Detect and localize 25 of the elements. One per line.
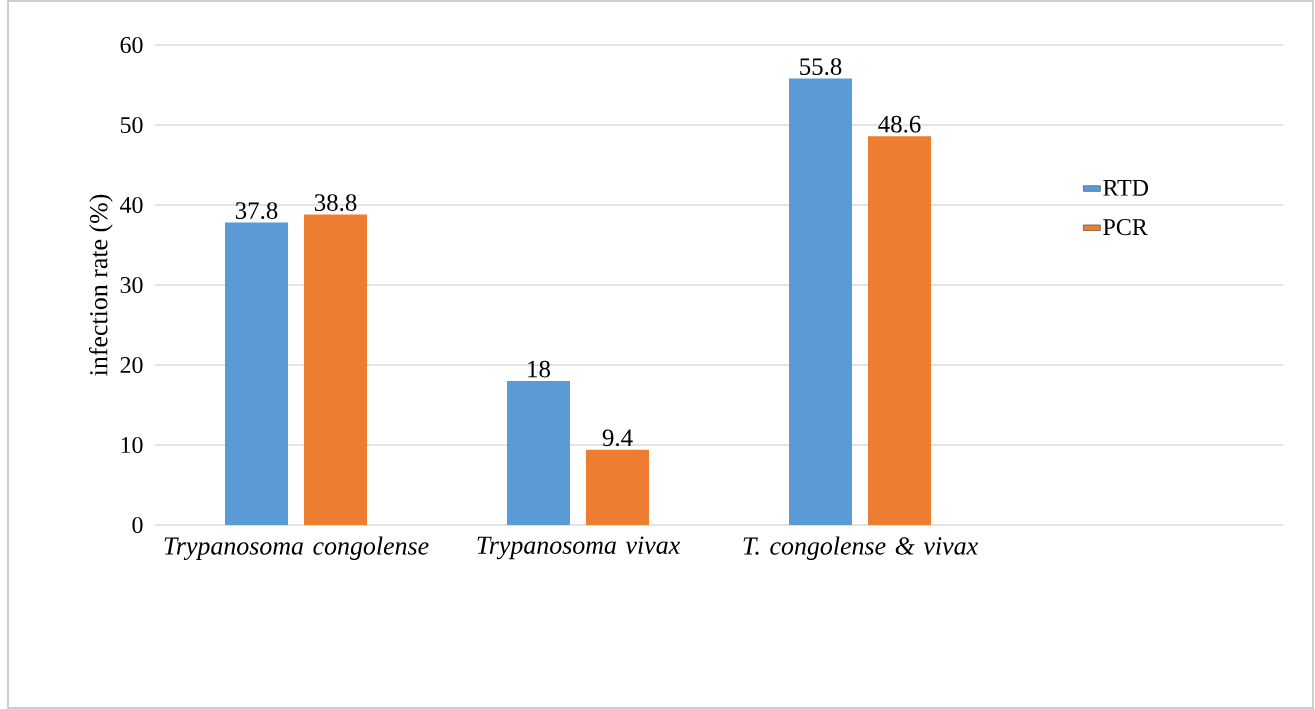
y-tick-label: 40: [120, 196, 143, 214]
bar: [225, 222, 288, 525]
bar: [868, 136, 932, 525]
data-label: 18: [528, 360, 550, 378]
y-axis-title: infection rate (%): [88, 194, 113, 376]
bar: [304, 214, 368, 525]
data-label: 38.8: [314, 194, 357, 212]
y-tick-label: 10: [121, 436, 143, 454]
x-tick-label: Trypanosoma vivax: [477, 536, 680, 560]
x-tick-label: T. congolense & vivax: [743, 536, 978, 560]
legend-label: RTD: [1103, 179, 1148, 196]
y-tick-label: 60: [120, 36, 143, 54]
data-label: 55.8: [800, 58, 842, 76]
bar: [789, 78, 852, 525]
y-tick-label: 50: [120, 116, 143, 134]
bar: [507, 380, 570, 525]
data-label: 37.8: [235, 202, 278, 220]
data-label: 9.4: [602, 429, 633, 447]
x-tick-label: Trypanosoma congolense: [164, 536, 429, 561]
y-tick-label: 20: [120, 356, 143, 374]
legend-label: PCR: [1103, 219, 1148, 236]
y-tick-label: 30: [120, 276, 143, 294]
y-tick-label: 0: [132, 516, 143, 534]
bar: [586, 449, 650, 525]
data-label: 48.6: [878, 115, 921, 133]
